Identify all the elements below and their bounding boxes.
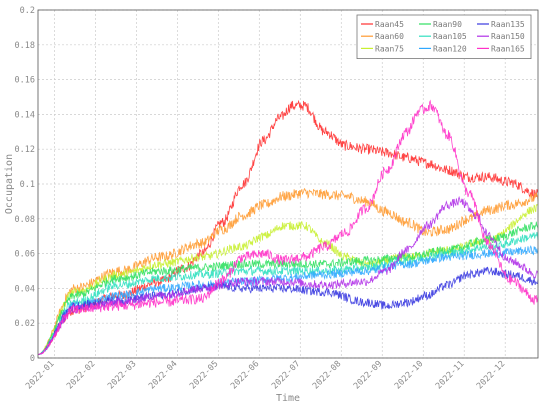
y-tick-label: 0.18 bbox=[15, 41, 35, 51]
series-group bbox=[37, 99, 539, 355]
y-axis-label: Occupation bbox=[4, 154, 15, 214]
legend-label: Raan135 bbox=[491, 20, 525, 29]
series-line-raan105 bbox=[37, 231, 539, 355]
legend: Raan45 Raan60 Raan75 Raan90 Raan105 Raan120 Ra… bbox=[356, 14, 532, 59]
x-tick-label: 2022-10 bbox=[393, 359, 425, 391]
y-tick-label: 0.06 bbox=[15, 250, 35, 260]
legend-label: Raan105 bbox=[433, 32, 467, 41]
x-tick-label: 2022-07 bbox=[270, 359, 302, 391]
x-tick-labels: 2022-01 2022-02 2022-03 2022-04 2022-05 2022-… bbox=[24, 359, 507, 391]
legend-label: Raan165 bbox=[491, 44, 525, 53]
y-tick-label: 0.12 bbox=[15, 145, 35, 155]
y-tick-label: 0.16 bbox=[15, 76, 35, 86]
x-tick-label: 2022-03 bbox=[106, 359, 138, 391]
legend-label: Raan60 bbox=[375, 32, 404, 41]
legend-label: Raan120 bbox=[433, 44, 467, 53]
legend-label: Raan45 bbox=[375, 20, 404, 29]
y-tick-label: 0.1 bbox=[20, 180, 35, 190]
x-tick-label: 2022-08 bbox=[311, 359, 343, 391]
legend-label: Raan90 bbox=[433, 20, 462, 29]
y-tick-label: 0.02 bbox=[15, 319, 35, 329]
series-line-raan60 bbox=[37, 187, 539, 355]
y-tick-label: 0.14 bbox=[15, 110, 35, 120]
x-tick-label: 2022-05 bbox=[188, 359, 220, 391]
y-tick-label: 0.08 bbox=[15, 215, 35, 225]
x-tick-label: 2022-12 bbox=[475, 359, 507, 391]
series-line-raan165 bbox=[38, 99, 539, 355]
x-axis-label: Time bbox=[276, 393, 300, 404]
legend-label: Raan75 bbox=[375, 44, 404, 53]
y-tick-label: 0.2 bbox=[20, 6, 35, 16]
legend-label: Raan150 bbox=[491, 32, 525, 41]
series-line-raan45 bbox=[37, 99, 539, 355]
series-line-raan120 bbox=[37, 245, 539, 355]
x-tick-label: 2022-06 bbox=[229, 359, 261, 391]
x-tick-label: 2022-04 bbox=[147, 359, 179, 391]
x-tick-label: 2022-09 bbox=[352, 359, 384, 391]
x-tick-label: 2022-11 bbox=[434, 359, 466, 391]
legend-box bbox=[356, 14, 532, 59]
y-tick-label: 0 bbox=[30, 354, 35, 364]
plot-frame bbox=[37, 9, 539, 359]
x-tick-label: 2022-02 bbox=[65, 359, 97, 391]
y-tick-label: 0.04 bbox=[15, 284, 35, 294]
series-line-raan150 bbox=[37, 195, 539, 355]
series-line-raan90 bbox=[37, 221, 539, 355]
y-tick-labels: 0 0.02 0.04 0.06 0.08 0.1 0.12 0.14 0.16 0.18 0.2 bbox=[15, 6, 35, 364]
